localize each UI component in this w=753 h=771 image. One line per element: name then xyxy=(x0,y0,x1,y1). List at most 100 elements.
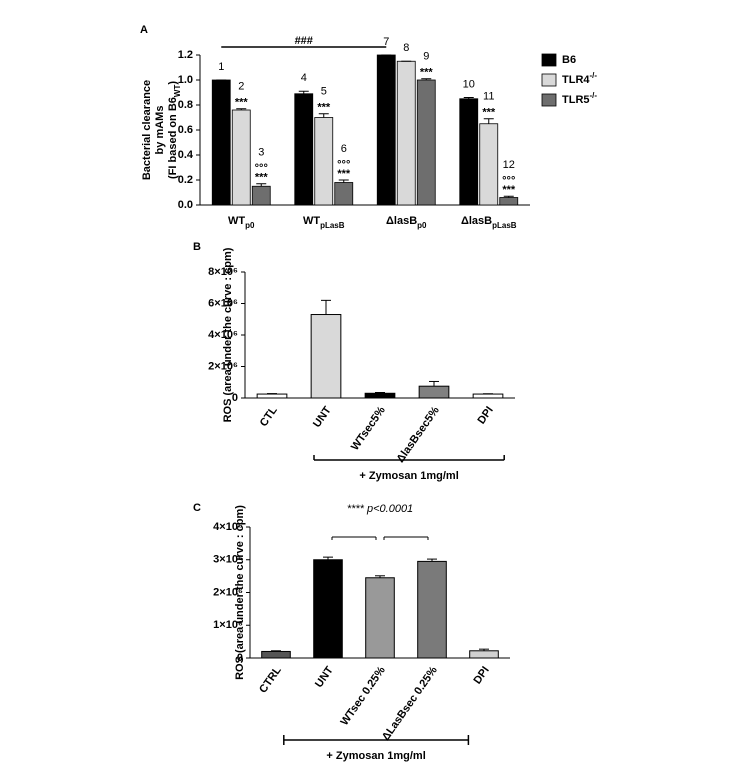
bar xyxy=(365,577,395,659)
bar xyxy=(469,650,499,659)
bar xyxy=(416,79,436,206)
y-tick-label: 0.0 xyxy=(178,199,193,211)
x-tick-label: DPI xyxy=(475,405,495,427)
y-tick-label: 4×10⁶ xyxy=(208,329,238,341)
significance-mark: *** xyxy=(420,67,434,79)
bar-number: 4 xyxy=(301,72,307,84)
panel-label: B xyxy=(193,241,201,253)
y-axis-label: Bacterial clearanceby mAMs(FI based on B… xyxy=(141,80,182,180)
bar xyxy=(334,182,354,206)
bar xyxy=(499,197,519,206)
y-tick-label: 0.4 xyxy=(178,149,194,161)
legend-swatch xyxy=(541,93,557,107)
bar-number: 2 xyxy=(238,81,244,93)
significance-mark: *** xyxy=(337,168,351,180)
y-tick-label: 6×10⁶ xyxy=(208,297,238,309)
significance-mark: *** xyxy=(235,97,249,109)
y-tick-label: 0.2 xyxy=(178,174,193,186)
zymosan-label: + Zymosan 1mg/ml xyxy=(359,470,458,482)
y-axis-label: ROS (area under the curve : cpm) xyxy=(234,505,246,680)
bar-number: 11 xyxy=(483,91,494,103)
bar xyxy=(418,385,450,399)
significance-mark: *** xyxy=(317,102,331,114)
panel-label: C xyxy=(193,502,201,514)
bar-number: 8 xyxy=(403,42,409,54)
y-tick-label: 1.2 xyxy=(178,49,193,61)
bar xyxy=(251,185,271,206)
bar-number: 5 xyxy=(321,86,327,98)
legend-sup: -/- xyxy=(590,91,598,100)
bracket-label: ### xyxy=(295,35,313,47)
category: WT xyxy=(228,215,245,227)
category: ΔlasB xyxy=(386,215,417,227)
significance-mark: *** xyxy=(255,172,269,184)
x-tick-label: WTp0 xyxy=(228,215,255,230)
bar xyxy=(256,393,288,399)
x-tick-label: ΔLasBsec 0.25% xyxy=(380,664,440,743)
legend-label: TLR5-/- xyxy=(562,91,597,106)
panel-label: A xyxy=(140,24,148,36)
category-sub: p0 xyxy=(245,221,255,230)
significance-label: **** p<0.0001 xyxy=(347,503,413,515)
bar xyxy=(211,79,231,206)
bar-number: 6 xyxy=(341,143,347,155)
legend-name: B6 xyxy=(562,54,576,66)
y-tick-label: 3×10⁶ xyxy=(213,554,243,566)
y-label-line: Bacterial clearance xyxy=(141,80,153,180)
category: WT xyxy=(303,215,320,227)
significance-mark: *** xyxy=(482,107,496,119)
y-label-end: ) xyxy=(167,81,179,85)
significance-mark: °°° xyxy=(255,163,268,175)
x-tick-label: WTpLasB xyxy=(303,215,345,230)
y-tick-label: 1×10⁶ xyxy=(213,619,243,631)
y-tick-label: 4×10⁶ xyxy=(213,521,243,533)
x-tick-label: UNT xyxy=(311,404,334,430)
zymosan-label: + Zymosan 1mg/ml xyxy=(326,750,425,762)
y-tick-label: 1.0 xyxy=(178,74,193,86)
bar xyxy=(396,60,416,206)
bar xyxy=(376,54,396,206)
bar-number: 12 xyxy=(503,159,515,171)
significance-mark: *** xyxy=(502,184,516,196)
y-tick-label: 0 xyxy=(232,392,238,404)
legend-name: TLR5 xyxy=(562,94,590,106)
legend-name: TLR4 xyxy=(562,74,590,86)
y-tick-label: 2×10⁶ xyxy=(213,586,243,598)
bar xyxy=(459,98,479,206)
bar xyxy=(479,123,499,206)
category: ΔlasB xyxy=(461,215,492,227)
bar xyxy=(364,392,396,399)
y-label-sub: WT xyxy=(173,85,182,98)
category-sub: p0 xyxy=(417,221,427,230)
y-tick-label: 0 xyxy=(237,652,243,664)
bar xyxy=(294,93,314,206)
significance-mark: °°° xyxy=(502,175,515,187)
y-tick-label: 0.8 xyxy=(178,99,193,111)
x-tick-label: CTRL xyxy=(257,664,284,695)
bar xyxy=(417,560,447,659)
bar xyxy=(310,314,342,399)
bar xyxy=(472,393,504,399)
x-tick-label: WTsec 0.25% xyxy=(338,664,387,727)
significance-mark: °°° xyxy=(337,159,350,171)
y-tick-label: 8×10⁶ xyxy=(208,266,238,278)
x-tick-label: WTsec5% xyxy=(349,404,388,452)
y-axis-label: ROS (area under the curve : cpm) xyxy=(222,247,234,422)
category-sub: pLasB xyxy=(492,221,517,230)
bar xyxy=(313,559,343,659)
legend-sup: -/- xyxy=(590,71,598,80)
bar-number: 3 xyxy=(258,147,264,159)
x-tick-label: ΔlasBp0 xyxy=(386,215,427,230)
x-tick-label: ΔlasBsec5% xyxy=(394,404,441,465)
bar-number: 10 xyxy=(463,78,475,90)
y-tick-label: 2×10⁶ xyxy=(208,360,238,372)
bar-number: 9 xyxy=(423,51,429,63)
y-label-line: by mAMs xyxy=(154,106,166,155)
bar xyxy=(261,650,291,659)
x-tick-label: ΔlasBpLasB xyxy=(461,215,517,230)
bar-number: 1 xyxy=(218,61,224,73)
bar xyxy=(314,117,334,206)
legend-swatch xyxy=(541,73,557,87)
legend-label: TLR4-/- xyxy=(562,71,597,86)
